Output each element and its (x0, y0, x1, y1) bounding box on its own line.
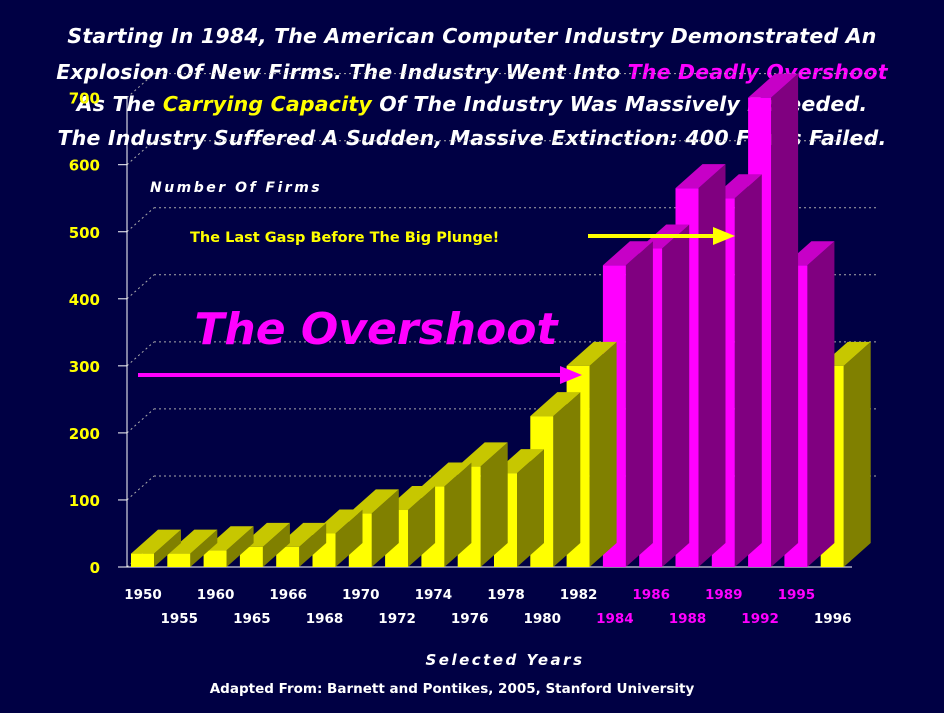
y-tick-label: 0 (90, 559, 100, 577)
source-citation: Adapted From: Barnett and Pontikes, 2005… (209, 681, 695, 697)
last-gasp-arrowhead (713, 227, 735, 245)
bar-top (203, 526, 254, 551)
deadly-overshoot-highlight: The Deadly Overshoot (627, 60, 888, 84)
y-tick-label: 300 (69, 358, 100, 376)
label-layer: 0 100 200 300 400 500 600 700 1950 1955 1960 1965 19… (69, 90, 852, 627)
bar-side (444, 462, 472, 567)
bar-side (734, 174, 762, 567)
bar-1960 (203, 526, 254, 567)
bar-top (348, 489, 399, 514)
bar-top (457, 442, 508, 467)
x-tick-label: 1970 (342, 587, 380, 603)
bar-side (226, 526, 254, 567)
y-tick-label: 700 (69, 90, 100, 108)
bar-top (131, 529, 181, 554)
x-tick-label: 1996 (814, 611, 852, 627)
overshoot-arrowhead (560, 366, 582, 384)
headline-line-2-text: Explosion Of New Firms. The Industry Wen… (56, 60, 628, 84)
x-tick-label: 1972 (378, 611, 416, 627)
x-tick-label: 1989 (705, 587, 743, 603)
x-tick-label: 1950 (124, 587, 162, 603)
bar-side (299, 522, 327, 567)
bar-1950 (131, 529, 181, 567)
bar-top (675, 164, 726, 189)
bar-front (276, 546, 300, 567)
gridline-side (126, 408, 155, 434)
y-tick-label: 400 (69, 291, 100, 309)
annotation-layer: The Overshoot The Last Gasp Before The Bi… (138, 227, 735, 384)
y-tick-label: 200 (69, 425, 100, 443)
bar-top (602, 241, 653, 266)
carrying-capacity-highlight: Carrying Capacity (162, 92, 372, 116)
gridline-side (126, 475, 155, 501)
x-tick-label: 1974 (415, 587, 453, 603)
x-tick-label: 1995 (778, 587, 816, 603)
bar-side (154, 529, 181, 567)
bar-side (662, 224, 690, 567)
gridline-side (126, 341, 155, 367)
headline-line-3-text-a: As The (76, 92, 163, 116)
x-tick-label: 1988 (669, 611, 707, 627)
y-tick-label: 100 (69, 492, 100, 510)
bar-side (480, 442, 508, 567)
x-tick-label: 1966 (269, 587, 307, 603)
gridline-side (126, 73, 155, 99)
last-gasp-annotation: The Last Gasp Before The Big Plunge! (190, 230, 499, 246)
headline-line-1: Starting In 1984, The American Computer … (67, 24, 877, 48)
x-tick-label: 1955 (161, 611, 199, 627)
x-tick-label: 1978 (487, 587, 525, 603)
bar-side (371, 489, 399, 567)
bar-side (843, 341, 871, 567)
bar-top (167, 529, 218, 554)
bar-1955 (167, 529, 218, 567)
bar-top (566, 341, 617, 366)
x-tick-label: 1986 (632, 587, 670, 603)
gridline-side (126, 274, 155, 300)
bar-side (589, 341, 617, 567)
x-tick-label: 1968 (306, 611, 344, 627)
bar-side (625, 241, 653, 567)
bar-side (553, 392, 581, 567)
x-tick-label: 1960 (197, 587, 235, 603)
x-tick-label: 1992 (741, 611, 779, 627)
y-tick-label: 500 (69, 224, 100, 242)
bar-side (335, 509, 363, 567)
bar-front (239, 546, 263, 567)
x-tick-label: 1980 (524, 611, 562, 627)
bar-side (807, 241, 835, 567)
x-axis-title: Selected Years (425, 651, 585, 669)
bar-front (167, 553, 191, 567)
overshoot-annotation: The Overshoot (194, 304, 559, 355)
bar-front (131, 553, 154, 567)
bar-side (517, 449, 544, 567)
bar-front (203, 550, 227, 567)
x-tick-label: 1965 (233, 611, 271, 627)
y-axis-title: Number Of Firms (150, 180, 323, 196)
bar-top (748, 73, 799, 98)
x-tick-label: 1984 (596, 611, 634, 627)
x-tick-label: 1976 (451, 611, 489, 627)
bar-top (421, 462, 472, 487)
bar-side (262, 522, 290, 567)
y-tick-label: 600 (69, 157, 100, 175)
bar-top (530, 392, 581, 417)
x-tick-label: 1982 (560, 587, 598, 603)
bar-side (408, 486, 436, 567)
bar-layer (131, 73, 871, 568)
bar-side (771, 73, 799, 568)
bar-side (698, 164, 726, 568)
gridline-side (126, 140, 155, 166)
bar-side (190, 529, 218, 567)
gridline-side (126, 207, 155, 233)
headline-line-2: Explosion Of New Firms. The Industry Wen… (0, 56, 944, 88)
